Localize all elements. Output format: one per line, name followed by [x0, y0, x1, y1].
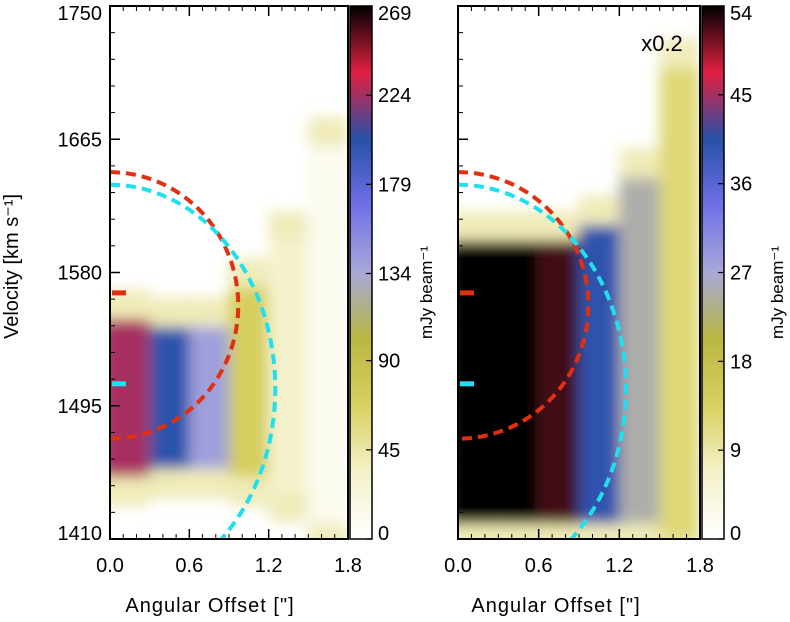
red-marker [460, 290, 474, 296]
scale-label: x0.2 [641, 31, 683, 56]
emission-cell [229, 288, 269, 477]
cyan-dashed-ellipse [458, 182, 629, 539]
panel-right: 0.0 0.6 1.2 1.8 Angular Offset ["] x0.2 0 9 18 27… [444, 3, 787, 617]
colorbar-tick-label: 54 [730, 3, 752, 25]
x-tick-label: 1.8 [686, 555, 714, 577]
x-tick-label: 0.0 [444, 555, 472, 577]
colorbar-tick-label: 179 [378, 174, 411, 196]
y-tick-label: 1495 [58, 396, 103, 418]
x-tick-label: 0.6 [175, 555, 203, 577]
emission-cell [189, 327, 229, 469]
colorbar-tick-label: 224 [378, 85, 411, 107]
emission-cell [579, 225, 620, 524]
colorbar-tick-label: 18 [730, 351, 752, 373]
colorbar-label: mJy beam⁻¹ [768, 246, 787, 339]
colorbar-label: mJy beam⁻¹ [417, 246, 436, 339]
x-axis-label: Angular Offset ["] [471, 595, 640, 617]
colorbar-tick-label: 0 [378, 523, 389, 545]
emission-cell [538, 241, 579, 524]
emission-cell [149, 327, 190, 469]
colorbar-tick-label: 0 [730, 523, 741, 545]
emission-cell [619, 178, 660, 524]
y-tick-label: 1580 [58, 263, 103, 285]
x-tick-label: 1.2 [605, 555, 633, 577]
colorbar-tick-label: 134 [378, 263, 411, 285]
red-marker [112, 290, 126, 296]
emission-cell [659, 68, 700, 539]
x-tick-label: 1.2 [255, 555, 283, 577]
y-tick-label: 1410 [58, 523, 103, 545]
x-axis-label: Angular Offset ["] [125, 595, 294, 617]
emission-layer [458, 38, 700, 539]
colorbar [349, 5, 373, 540]
y-tick-label: 1665 [58, 129, 103, 151]
colorbar-tick-label: 9 [730, 440, 741, 462]
x-tick-label: 1.8 [334, 555, 362, 577]
emission-cell [498, 241, 539, 524]
emission-cell [110, 319, 150, 477]
y-tick-label: 1750 [58, 3, 103, 25]
colorbar-tick-label: 269 [378, 3, 411, 25]
x-tick-label: 0.0 [96, 555, 124, 577]
colorbar-tick-label: 90 [378, 351, 400, 373]
colorbar-tick-label: 27 [730, 263, 752, 285]
emission-layer [110, 117, 348, 539]
cyan-dashed-ellipse [110, 182, 278, 539]
colorbar-tick-label: 45 [378, 440, 400, 462]
emission-cell [308, 147, 348, 524]
x-tick-label: 0.6 [525, 555, 553, 577]
colorbar-tick-label: 45 [730, 85, 752, 107]
y-axis-label: Velocity [km s⁻¹] [1, 194, 23, 339]
cyan-marker [112, 381, 126, 387]
cyan-marker [460, 381, 474, 387]
colorbar-tick-label: 36 [730, 174, 752, 196]
emission-cell [268, 241, 309, 492]
panel-left: 0.0 0.6 1.2 1.8 1410 1495 1580 1665 1750 Angular … [1, 3, 436, 617]
